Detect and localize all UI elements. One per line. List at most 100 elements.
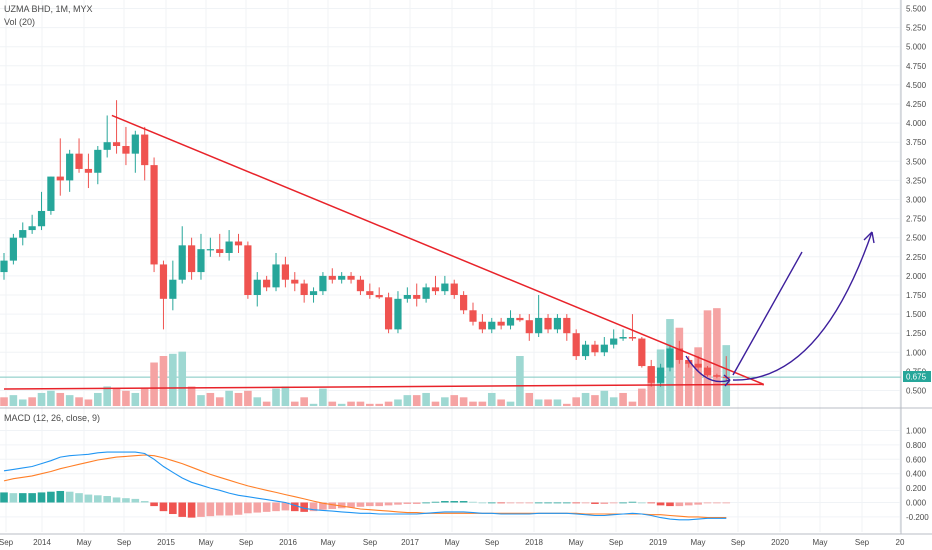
candle-body (122, 146, 130, 154)
candle-body (309, 291, 318, 295)
macd-y-tick: 0.800 (906, 441, 927, 450)
volume-bar (225, 390, 233, 406)
volume-bar (581, 392, 590, 406)
volume-bar (206, 392, 215, 406)
price-y-tick: 4.250 (906, 100, 927, 109)
volume-bar (516, 356, 524, 406)
volume-bar (28, 397, 36, 406)
macd-histogram-bar (722, 502, 731, 504)
candle-body (300, 283, 308, 295)
candle-body (37, 210, 46, 227)
macd-histogram-bar (122, 498, 130, 503)
candle-body (647, 366, 655, 383)
macd-histogram-bar (244, 502, 252, 514)
macd-histogram-bar (65, 491, 74, 503)
candle-body (685, 359, 693, 364)
macd-histogram-bar (169, 502, 177, 515)
macd-histogram-bar (47, 491, 55, 503)
macd-histogram-bar (328, 502, 337, 509)
macd-y-tick: 1.000 (906, 427, 927, 436)
time-x-tick: 2017 (401, 538, 419, 547)
volume-bar (450, 395, 459, 406)
time-x-tick: May (812, 538, 827, 547)
candle-body (366, 291, 374, 295)
volume-bar (356, 401, 365, 406)
candle-body (403, 295, 411, 299)
candle-body (535, 317, 543, 334)
candle-body (244, 245, 252, 295)
macd-histogram-bar (694, 502, 702, 505)
candle-body (478, 321, 486, 330)
volume-bar (18, 399, 27, 406)
macd-histogram-bar (300, 502, 308, 512)
time-x-tick: May (198, 538, 213, 547)
time-x-tick: Sep (363, 538, 378, 547)
candle-body (469, 310, 477, 322)
macd-histogram-bar (319, 502, 327, 510)
volume-bar (591, 395, 599, 406)
price-y-tick: 3.250 (906, 176, 927, 185)
volume-bar (694, 347, 702, 406)
macd-histogram-bar (553, 502, 562, 504)
curve-arrow-up (732, 231, 873, 381)
candle-body (19, 230, 27, 238)
time-x-tick: 2016 (279, 538, 297, 547)
volume-bar (65, 395, 74, 406)
price-y-tick: 4.500 (906, 81, 927, 90)
candle-body (225, 241, 233, 253)
candle-body (272, 264, 280, 288)
macd-histogram-bar (591, 502, 599, 504)
macd-histogram-bar (290, 502, 299, 512)
macd-histogram-bar (384, 502, 393, 506)
volume-bar (281, 386, 290, 406)
candle-body (159, 264, 168, 299)
candle-body (197, 249, 205, 273)
price-y-tick: 1.750 (906, 291, 927, 300)
time-x-tick: 2015 (157, 538, 175, 547)
grid-lines (0, 0, 901, 532)
macd-label: MACD (12, 26, close, 9) (4, 413, 100, 423)
macd-y-tick: 0.400 (906, 470, 927, 479)
macd-histogram-bar (422, 502, 430, 504)
macd-histogram-bar (487, 502, 496, 504)
candle-body (216, 249, 224, 253)
candle-body (666, 348, 674, 368)
volume-bar (169, 353, 177, 406)
candle-body (525, 320, 533, 334)
volume-bar (572, 397, 580, 406)
candle-body (291, 279, 299, 284)
macd-histogram-bar (431, 501, 440, 503)
volume-bar (319, 388, 327, 406)
candle-body (506, 317, 515, 326)
macd-histogram-bar (187, 502, 196, 518)
macd-histogram-bar (337, 502, 346, 509)
price-y-tick: 3.750 (906, 138, 927, 147)
candle-body (394, 298, 402, 330)
macd-histogram-bar (506, 502, 515, 504)
volume-bar (122, 390, 130, 406)
macd-histogram-bar (56, 490, 65, 503)
price-y-tick: 5.000 (906, 43, 927, 52)
candle-body (131, 134, 139, 154)
macd-histogram-bar (628, 501, 637, 503)
macd-histogram-bar (347, 502, 355, 508)
candle-body (488, 321, 496, 330)
volume-bar (487, 392, 496, 406)
macd-histogram-bar (656, 502, 665, 506)
time-x-tick: Sep (609, 538, 624, 547)
time-x-tick: Sep (731, 538, 746, 547)
volume-bar (525, 392, 534, 406)
time-x-tick: Sep (0, 538, 14, 547)
candle-body (591, 344, 599, 353)
macd-histogram-bar (112, 497, 121, 503)
volume-bar (159, 356, 168, 406)
volume-bar (366, 403, 374, 406)
volume-bar (103, 386, 111, 406)
price-y-tick: 5.250 (906, 24, 927, 33)
candle-body (112, 142, 121, 147)
macd-histogram-bar (394, 502, 402, 505)
macd-histogram-bar (140, 501, 149, 503)
macd-histogram-bar (309, 502, 318, 512)
macd-histogram-bar (28, 493, 36, 503)
candle-body (572, 333, 580, 357)
